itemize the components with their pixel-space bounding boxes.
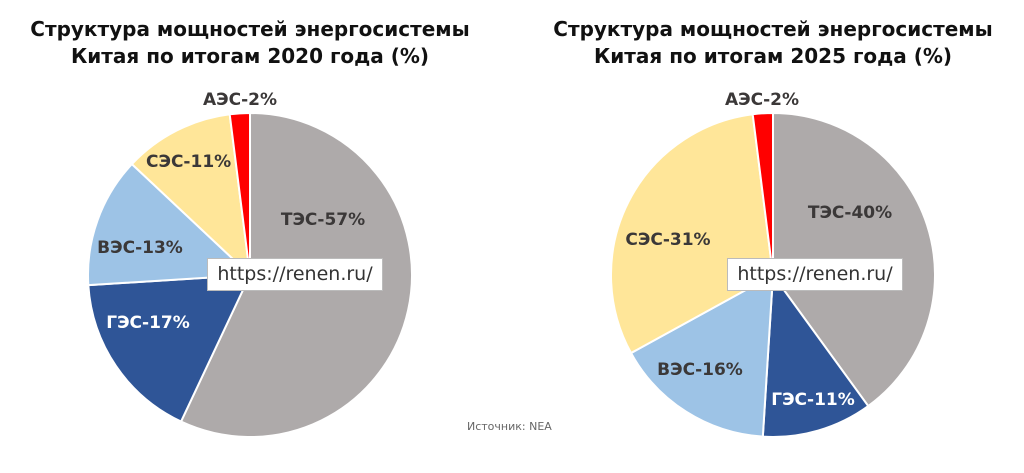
- pie-slice: [87, 273, 252, 423]
- pie-slice: [228, 111, 251, 276]
- pie-slice: [629, 273, 775, 438]
- data-label: ТЭС-57%: [280, 210, 366, 230]
- data-label: ВЭС-13%: [97, 238, 183, 258]
- chart-title: Структура мощностей энергосистемы Китая …: [553, 17, 993, 68]
- data-label: СЭС-31%: [625, 230, 711, 250]
- pie-slice: [130, 113, 252, 278]
- pie-slice: [610, 113, 775, 355]
- data-label: АЭС-2%: [202, 90, 278, 110]
- pie-slice: [761, 272, 870, 438]
- watermark: https://renen.ru/: [727, 258, 903, 291]
- pie-slice: [751, 111, 774, 276]
- watermark: https://renen.ru/: [207, 258, 383, 291]
- data-label: ГЭС-17%: [106, 313, 190, 333]
- data-label: СЭС-11%: [146, 152, 232, 172]
- pie-slice: [87, 162, 253, 287]
- data-label: ВЭС-16%: [657, 360, 743, 380]
- source: Источник: NEA: [467, 420, 552, 433]
- chart-title: Структура мощностей энергосистемы Китая …: [30, 17, 470, 68]
- data-label: АЭС-2%: [724, 90, 800, 110]
- data-label: ГЭС-11%: [771, 390, 855, 410]
- data-label: ТЭС-40%: [807, 203, 893, 223]
